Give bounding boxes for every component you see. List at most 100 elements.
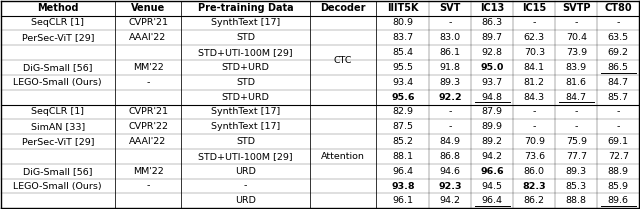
Text: 96.4: 96.4	[482, 196, 503, 205]
Text: 94.2: 94.2	[440, 196, 461, 205]
Text: IIIT5K: IIIT5K	[387, 3, 419, 13]
Text: 81.2: 81.2	[524, 78, 545, 87]
Text: 96.6: 96.6	[481, 167, 504, 176]
Text: -: -	[244, 182, 247, 191]
Text: 93.4: 93.4	[392, 78, 413, 87]
Text: CT80: CT80	[605, 3, 632, 13]
Text: 73.9: 73.9	[566, 48, 587, 57]
Text: 89.6: 89.6	[608, 196, 629, 205]
Text: 94.8: 94.8	[482, 93, 503, 102]
Text: MM'22: MM'22	[132, 63, 163, 72]
Text: -: -	[616, 18, 620, 27]
Text: -: -	[532, 18, 536, 27]
Text: 95.6: 95.6	[391, 93, 415, 102]
Text: 63.5: 63.5	[608, 33, 629, 42]
Text: -: -	[616, 107, 620, 116]
Text: 87.9: 87.9	[482, 107, 503, 116]
Text: 70.3: 70.3	[524, 48, 545, 57]
Text: 93.8: 93.8	[391, 182, 415, 191]
Text: PerSec-ViT [29]: PerSec-ViT [29]	[22, 137, 94, 146]
Text: CVPR'21: CVPR'21	[128, 18, 168, 27]
Text: 80.9: 80.9	[392, 18, 413, 27]
Text: 92.2: 92.2	[438, 93, 462, 102]
Text: SynthText [17]: SynthText [17]	[211, 122, 280, 131]
Text: SVT: SVT	[440, 3, 461, 13]
Text: 86.8: 86.8	[440, 152, 461, 161]
Text: 86.1: 86.1	[440, 48, 461, 57]
Text: 75.9: 75.9	[566, 137, 587, 146]
Text: 84.3: 84.3	[524, 93, 545, 102]
Text: -: -	[575, 107, 578, 116]
Text: 86.0: 86.0	[524, 167, 545, 176]
Text: -: -	[575, 122, 578, 131]
Text: Decoder: Decoder	[321, 3, 366, 13]
Text: SynthText [17]: SynthText [17]	[211, 107, 280, 116]
Text: 88.1: 88.1	[392, 152, 413, 161]
Text: 70.4: 70.4	[566, 33, 587, 42]
Text: -: -	[532, 107, 536, 116]
Text: 62.3: 62.3	[524, 33, 545, 42]
Text: 89.9: 89.9	[482, 122, 503, 131]
Text: 89.3: 89.3	[566, 167, 587, 176]
Text: 86.2: 86.2	[524, 196, 545, 205]
Text: 84.7: 84.7	[566, 93, 587, 102]
Text: -: -	[575, 18, 578, 27]
Text: 87.5: 87.5	[392, 122, 413, 131]
Text: -: -	[616, 122, 620, 131]
Text: IC13: IC13	[480, 3, 504, 13]
Text: STD+URD: STD+URD	[221, 63, 269, 72]
Text: URD: URD	[235, 196, 256, 205]
Text: 73.6: 73.6	[524, 152, 545, 161]
Text: STD: STD	[236, 137, 255, 146]
Text: Pre-training Data: Pre-training Data	[198, 3, 293, 13]
Text: SVTP: SVTP	[562, 3, 591, 13]
Text: 88.9: 88.9	[608, 167, 629, 176]
Text: 85.4: 85.4	[392, 48, 413, 57]
Text: Attention: Attention	[321, 152, 365, 161]
Text: 92.3: 92.3	[438, 182, 462, 191]
Text: SynthText [17]: SynthText [17]	[211, 18, 280, 27]
Text: 84.1: 84.1	[524, 63, 545, 72]
Text: URD: URD	[235, 167, 256, 176]
Text: IC15: IC15	[522, 3, 547, 13]
Text: -: -	[147, 78, 150, 87]
Text: STD+UTI-100M [29]: STD+UTI-100M [29]	[198, 48, 293, 57]
Text: 96.1: 96.1	[392, 196, 413, 205]
Text: LEGO-Small (Ours): LEGO-Small (Ours)	[13, 78, 102, 87]
Text: 83.0: 83.0	[440, 33, 461, 42]
Text: STD+URD: STD+URD	[221, 93, 269, 102]
Text: 82.3: 82.3	[522, 182, 546, 191]
Text: -: -	[449, 107, 452, 116]
Text: 94.2: 94.2	[482, 152, 503, 161]
Text: 91.8: 91.8	[440, 63, 461, 72]
Text: -: -	[449, 122, 452, 131]
Text: 70.9: 70.9	[524, 137, 545, 146]
Text: DiG-Small [56]: DiG-Small [56]	[23, 167, 93, 176]
Text: 94.6: 94.6	[440, 167, 461, 176]
Text: AAAI'22: AAAI'22	[129, 137, 166, 146]
Text: LEGO-Small (Ours): LEGO-Small (Ours)	[13, 182, 102, 191]
Text: 89.3: 89.3	[440, 78, 461, 87]
Text: 85.3: 85.3	[566, 182, 587, 191]
Text: -: -	[532, 122, 536, 131]
Text: 88.8: 88.8	[566, 196, 587, 205]
Text: SimAN [33]: SimAN [33]	[31, 122, 85, 131]
Text: SeqCLR [1]: SeqCLR [1]	[31, 18, 84, 27]
Text: Method: Method	[37, 3, 79, 13]
Text: 84.9: 84.9	[440, 137, 461, 146]
Text: 89.2: 89.2	[482, 137, 503, 146]
Text: 86.3: 86.3	[482, 18, 503, 27]
Text: PerSec-ViT [29]: PerSec-ViT [29]	[22, 33, 94, 42]
Text: 69.2: 69.2	[608, 48, 629, 57]
Text: STD+UTI-100M [29]: STD+UTI-100M [29]	[198, 152, 293, 161]
Text: STD: STD	[236, 33, 255, 42]
Text: CTC: CTC	[334, 56, 353, 65]
Text: SeqCLR [1]: SeqCLR [1]	[31, 107, 84, 116]
Text: 69.1: 69.1	[608, 137, 629, 146]
Text: 85.2: 85.2	[392, 137, 413, 146]
Text: 93.7: 93.7	[482, 78, 503, 87]
Text: 95.0: 95.0	[481, 63, 504, 72]
Text: 82.9: 82.9	[392, 107, 413, 116]
Text: AAAI'22: AAAI'22	[129, 33, 166, 42]
Text: 96.4: 96.4	[392, 167, 413, 176]
